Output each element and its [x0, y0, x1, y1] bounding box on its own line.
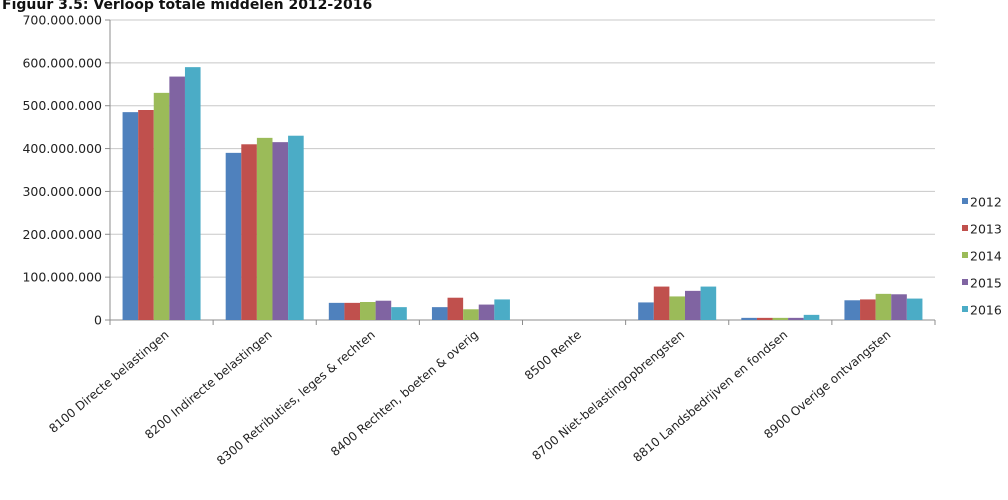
bar-2012-8 [844, 300, 861, 320]
bar-2015-3 [375, 300, 392, 320]
bar-2014-3 [360, 302, 376, 320]
bar-2013-3 [344, 302, 361, 320]
y-tick-label: 200.000.000 [22, 227, 102, 242]
bar-2014-2 [256, 137, 273, 320]
bar-2013-1 [138, 110, 154, 320]
bar-2016-7 [803, 314, 820, 320]
bar-2012-1 [122, 112, 139, 321]
bar-2012-6 [638, 302, 654, 320]
legend-label-2015: 2015 [970, 276, 1002, 291]
bar-2014-7 [772, 317, 789, 320]
y-axis-tick-labels: 0 100.000.000 200.000.000 300.000.000 400.00… [22, 13, 102, 328]
legend-label-2016: 2016 [970, 303, 1002, 318]
bar-2016-4 [494, 299, 510, 320]
bar-2016-3 [391, 307, 407, 320]
legend-label-2014: 2014 [970, 249, 1002, 264]
bar-2014-6 [669, 296, 685, 320]
chart-title: Figuur 3.5: Verloop totale middelen 2012… [2, 0, 372, 13]
bar-2012-4 [431, 307, 448, 320]
y-tick-label: 400.000.000 [22, 141, 102, 156]
bar-2015-6 [684, 290, 701, 320]
bar-2013-4 [447, 297, 464, 320]
x-category-label: 8100 Directe belastingen [46, 328, 171, 436]
y-tick-label: 300.000.000 [22, 184, 102, 199]
bar-2014-8 [875, 293, 892, 320]
bar-2016-2 [288, 135, 304, 320]
bar-2012-7 [741, 317, 757, 320]
legend-label-2013: 2013 [970, 222, 1002, 237]
bar-2016-1 [184, 67, 201, 321]
bar-2015-2 [272, 142, 289, 320]
legend: 2012 2013 2014 2015 2016 [962, 195, 1002, 318]
bar-2013-6 [653, 286, 670, 320]
legend-swatch-2016 [962, 306, 968, 312]
bar-2012-2 [225, 152, 242, 320]
bar-2013-2 [241, 144, 257, 320]
y-tick-label: 500.000.000 [22, 98, 102, 113]
bar-2012-3 [328, 302, 345, 320]
bar-2016-8 [906, 298, 923, 320]
bar-2015-4 [478, 304, 495, 320]
bar-2014-1 [153, 92, 170, 320]
legend-label-2012: 2012 [970, 195, 1002, 210]
y-tick-label: 600.000.000 [22, 55, 102, 70]
bar-2016-6 [700, 286, 717, 320]
bar-2013-7 [756, 317, 773, 320]
bar-2014-4 [463, 309, 479, 320]
legend-swatch-2012 [962, 198, 968, 204]
legend-swatch-2014 [962, 252, 968, 258]
bar-2015-7 [788, 317, 804, 320]
bar-2013-8 [860, 299, 876, 320]
bar-2015-1 [169, 76, 185, 320]
legend-swatch-2015 [962, 279, 968, 285]
y-tick-label: 700.000.000 [22, 13, 102, 28]
legend-swatch-2013 [962, 225, 968, 231]
y-tick-label: 100.000.000 [22, 270, 102, 285]
x-category-label: 8500 Rente [522, 328, 584, 383]
bars [122, 67, 923, 321]
x-category-label: 8300 Retributies, leges & rechten [214, 328, 378, 469]
bar-2015-8 [891, 294, 907, 320]
y-tick-label: 0 [94, 313, 102, 328]
